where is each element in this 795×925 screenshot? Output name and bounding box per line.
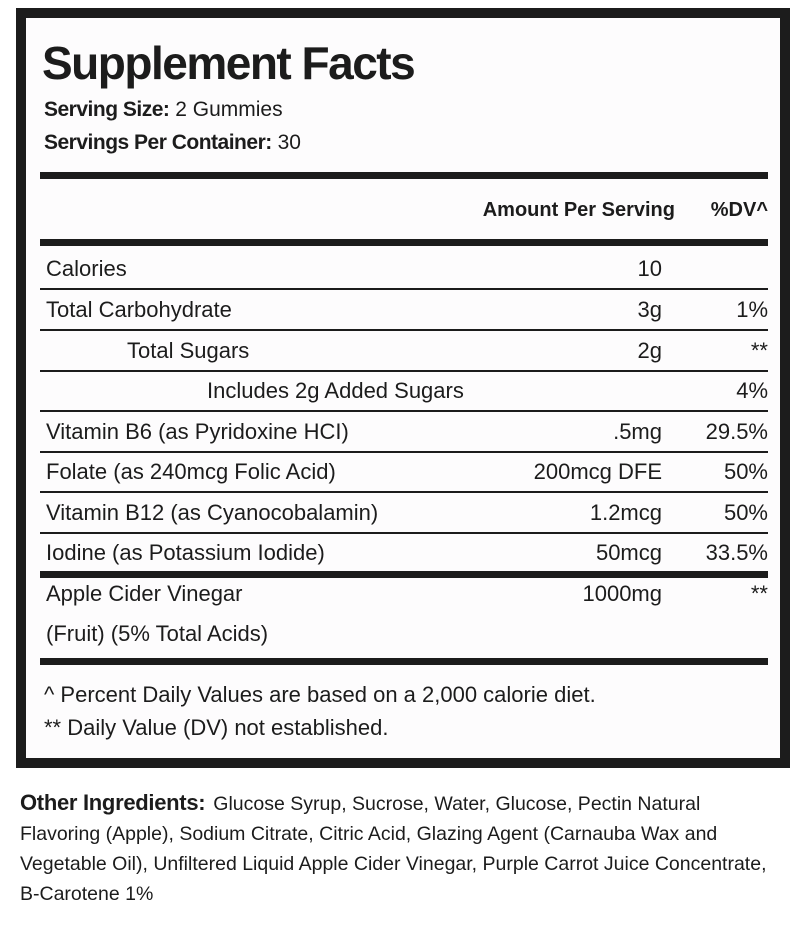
- row-dv: **: [750, 581, 768, 606]
- other-ingredients-text: Glucose Syrup, Sucrose, Water, Glucose, …: [20, 793, 767, 905]
- row-name: Calories: [46, 256, 127, 281]
- divider-thin: [40, 288, 768, 290]
- divider-thick: [40, 658, 768, 665]
- other-ingredients: Other Ingredients: Glucose Syrup, Sucrose…: [20, 788, 780, 909]
- row-amount: 1.2mcg: [589, 500, 662, 525]
- row-amount: 3g: [637, 297, 662, 322]
- row-amount: 1000mg: [582, 581, 662, 606]
- row-amount: 200mcg DFE: [533, 459, 662, 484]
- servings-per-container-label: Servings Per Container:: [44, 131, 272, 154]
- row-dv: 33.5%: [705, 540, 768, 565]
- serving-size: Serving Size: 2 Gummies: [44, 98, 283, 122]
- divider-thin: [40, 491, 768, 493]
- row-name: Vitamin B12 (as Cyanocobalamin): [46, 500, 379, 525]
- divider-thick: [40, 172, 768, 179]
- table-row: Calories 10: [40, 248, 768, 288]
- row-dv: 50%: [723, 500, 768, 525]
- row-name: Total Carbohydrate: [46, 297, 232, 322]
- table-row: Vitamin B12 (as Cyanocobalamin) 1.2mcg 50%: [40, 492, 768, 532]
- row-amount: 50mcg: [595, 540, 662, 565]
- panel-title: Supplement Facts: [42, 37, 416, 89]
- supplement-facts-panel: [16, 8, 790, 768]
- row-dv: **: [750, 338, 768, 363]
- servings-per-container-value: 30: [277, 131, 301, 154]
- row-dv: 1%: [736, 297, 768, 322]
- footnote-dv: ^ Percent Daily Values are based on a 2,…: [44, 682, 596, 707]
- dv-column-header: %DV^: [710, 199, 768, 221]
- row-name: Apple Cider Vinegar: [46, 581, 243, 606]
- row-name: Iodine (as Potassium Iodide): [46, 540, 325, 565]
- row-name: Total Sugars: [127, 338, 250, 363]
- row-amount: 2g: [637, 338, 662, 363]
- divider-thin: [40, 410, 768, 412]
- other-ingredients-label: Other Ingredients:: [20, 790, 206, 815]
- table-row: Total Sugars 2g **: [40, 330, 768, 370]
- divider-thin: [40, 370, 768, 372]
- row-dv: 29.5%: [705, 419, 768, 444]
- servings-per-container: Servings Per Container: 30: [44, 131, 301, 155]
- row-name: Folate (as 240mcg Folic Acid): [46, 459, 336, 484]
- divider-thin: [40, 451, 768, 453]
- row-name-detail: (Fruit) (5% Total Acids): [46, 621, 269, 646]
- row-amount: .5mg: [613, 419, 662, 444]
- divider-thick: [40, 239, 768, 246]
- table-row: Apple Cider Vinegar (Fruit) (5% Total Aci…: [40, 573, 768, 655]
- row-dv: 4%: [736, 378, 768, 403]
- serving-size-value: 2 Gummies: [175, 98, 283, 121]
- serving-size-label: Serving Size:: [44, 98, 170, 121]
- row-name: Includes 2g Added Sugars: [207, 378, 464, 403]
- table-row: Vitamin B6 (as Pyridoxine HCI) .5mg 29.5%: [40, 411, 768, 451]
- table-row: Total Carbohydrate 3g 1%: [40, 289, 768, 329]
- row-dv: 50%: [723, 459, 768, 484]
- table-row: Folate (as 240mcg Folic Acid) 200mcg DFE 5…: [40, 451, 768, 491]
- table-row: Includes 2g Added Sugars 4%: [40, 370, 768, 410]
- divider-thin: [40, 532, 768, 534]
- row-amount: 10: [637, 256, 662, 281]
- amount-column-header: Amount Per Serving: [482, 199, 675, 221]
- divider-thin: [40, 329, 768, 331]
- table-row: Iodine (as Potassium Iodide) 50mcg 33.5%: [40, 532, 768, 572]
- footnote-not-established: ** Daily Value (DV) not established.: [44, 715, 389, 740]
- row-name: Vitamin B6 (as Pyridoxine HCI): [46, 419, 349, 444]
- divider-thick: [40, 571, 768, 578]
